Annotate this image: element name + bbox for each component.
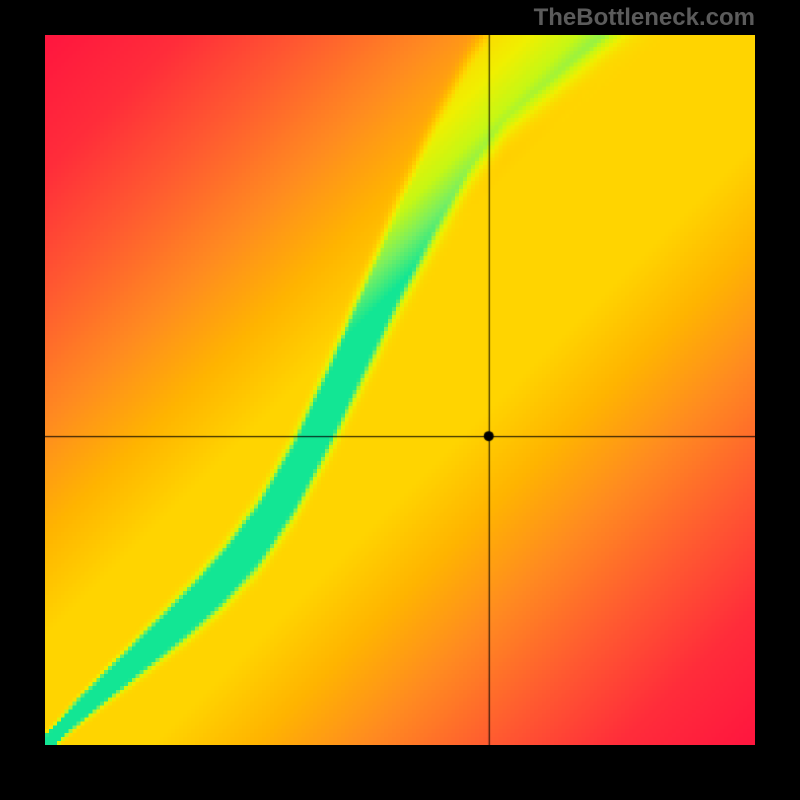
crosshair-overlay [45,35,755,745]
watermark-text: TheBottleneck.com [534,4,755,32]
chart-container: TheBottleneck.com [0,0,800,800]
